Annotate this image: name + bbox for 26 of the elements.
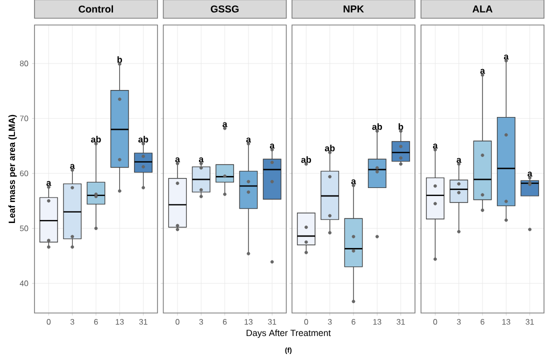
annotation: ab [91, 136, 101, 143]
chart-title: NPK [344, 6, 364, 12]
annotation: a [528, 172, 532, 177]
annotation: a [198, 157, 204, 162]
annotation: ab [324, 144, 335, 152]
y-axis-title: Leaf mass per area (LMA) [8, 114, 17, 223]
annotation: a [432, 144, 438, 149]
annotation: a [456, 158, 462, 163]
chart-title: ALA [472, 6, 492, 12]
annotation: a [46, 181, 52, 186]
annotation: ab [138, 136, 148, 143]
annotation: b [398, 123, 404, 130]
annotation: b [118, 56, 122, 63]
x-axis-title: Days After Treatment [246, 330, 331, 338]
annotation: a [246, 138, 252, 143]
annotation: a [70, 164, 75, 169]
annotation: a [175, 157, 180, 162]
annotation: a [504, 54, 509, 60]
annotation: ab [372, 123, 382, 130]
chart-title: Control [78, 5, 113, 13]
annotation: a [222, 122, 228, 128]
annotation: ab [301, 156, 312, 163]
annotation: a [480, 68, 486, 74]
annotation: a [270, 144, 275, 149]
annotation: a [351, 179, 356, 184]
chart-title: GSSG [210, 5, 239, 12]
